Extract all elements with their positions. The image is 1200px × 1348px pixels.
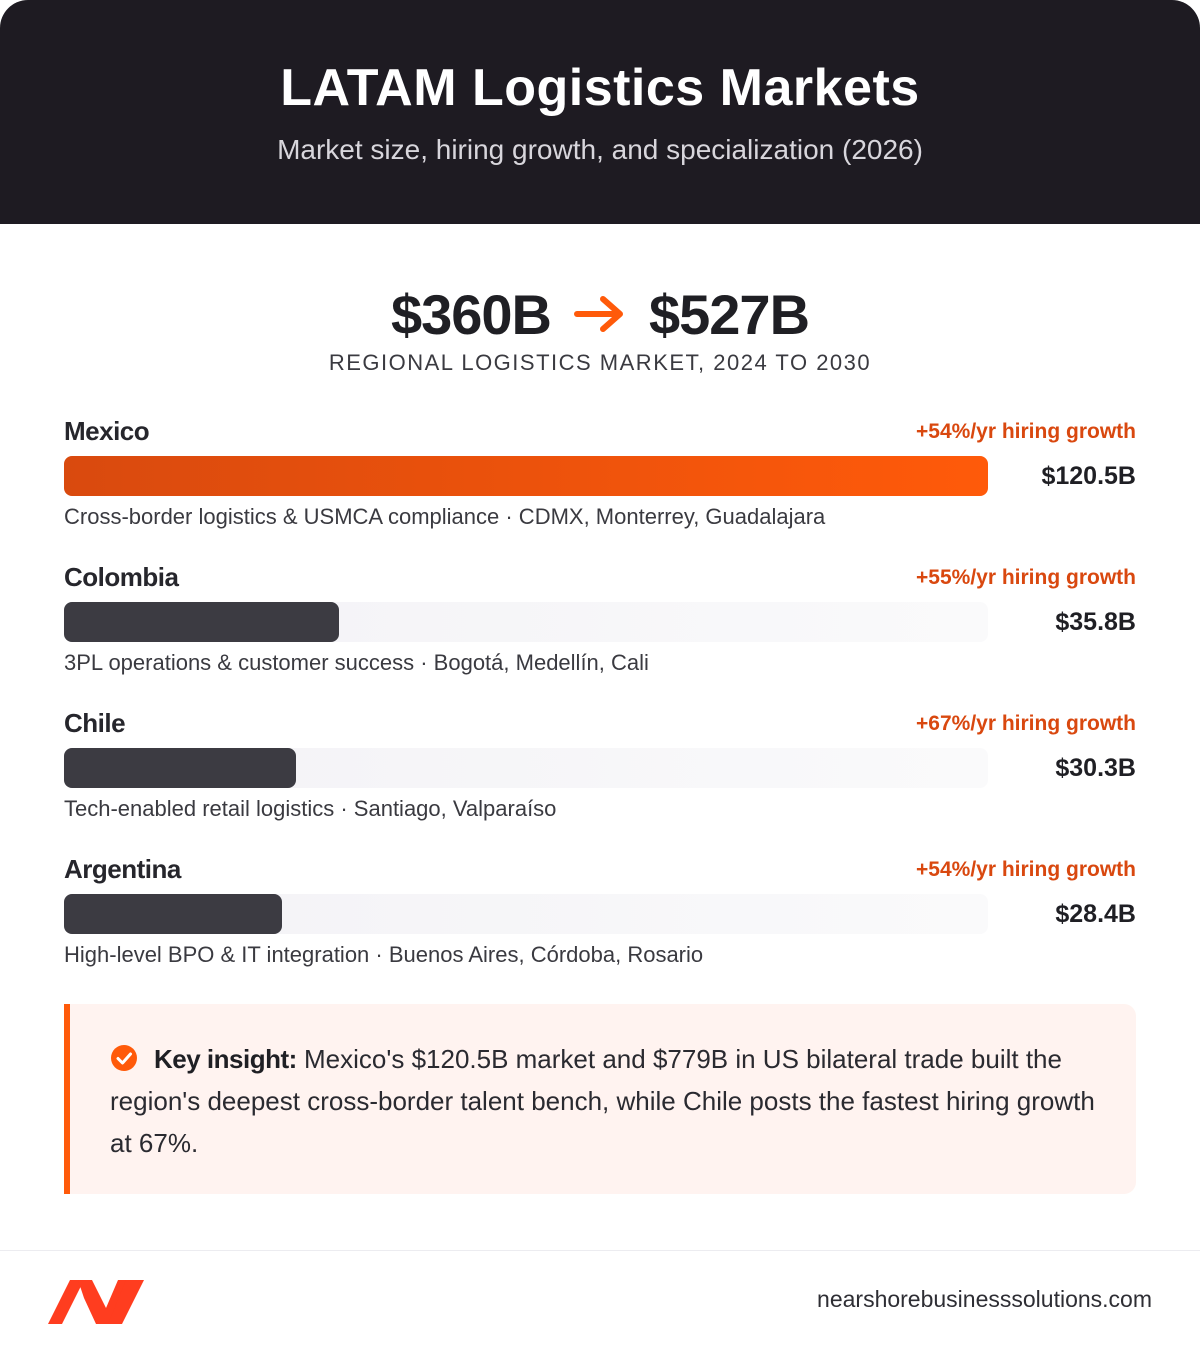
country-name: Argentina (64, 854, 181, 884)
bar-value-label: $35.8B (1055, 608, 1136, 636)
page-subtitle: Market size, hiring growth, and speciali… (277, 134, 923, 165)
hiring-growth-label: +55%/yr hiring growth (916, 566, 1136, 589)
country-row: Mexico +54%/yr hiring growth $120.5B Cross-… (64, 416, 1136, 540)
footer-url: nearshorebusinesssolutions.com (817, 1286, 1152, 1312)
country-row: Argentina +54%/yr hiring growth $28.4B High… (64, 854, 1136, 978)
bar-track (64, 748, 988, 788)
footer-divider (0, 1250, 1200, 1251)
country-name: Chile (64, 708, 126, 738)
country-name: Colombia (64, 562, 179, 592)
bar-track (64, 456, 988, 496)
country-description: High-level BPO & IT integration · Buenos… (64, 942, 704, 967)
check-circle-icon (111, 1045, 137, 1071)
bar-value-label: $30.3B (1055, 754, 1136, 782)
page-title: LATAM Logistics Markets (280, 59, 920, 117)
country-name: Mexico (64, 416, 150, 446)
nearshore-logo-icon (48, 1280, 144, 1324)
country-row: Colombia +55%/yr hiring growth $35.8B 3PL o… (64, 562, 1136, 686)
bar-value-label: $28.4B (1055, 900, 1136, 928)
hero-caption: REGIONAL LOGISTICS MARKET, 2024 TO 2030 (328, 350, 872, 375)
bar-value-label: $120.5B (1041, 462, 1136, 490)
country-description: Tech-enabled retail logistics · Santiago… (64, 796, 557, 821)
key-insight-callout: Key insight: Mexico's $120.5B market and… (64, 1004, 1136, 1194)
hero-market-range: $360B $527B (0, 282, 1200, 346)
header: LATAM Logistics Markets Market size, hir… (0, 0, 1200, 224)
country-description: Cross-border logistics & USMCA complianc… (64, 504, 826, 529)
hiring-growth-label: +54%/yr hiring growth (916, 858, 1136, 881)
insight-text: Mexico's $120.5B market and $779B in US … (110, 1044, 1095, 1158)
bar (64, 748, 296, 788)
bar (64, 456, 988, 496)
bar (64, 602, 339, 642)
bar (64, 894, 282, 934)
arrow-right-icon (574, 296, 623, 332)
country-row: Chile +67%/yr hiring growth $30.3B Tech-ena… (64, 708, 1136, 832)
hero-to-value: $527B (649, 282, 810, 346)
bar-track (64, 894, 988, 934)
hiring-growth-label: +67%/yr hiring growth (916, 712, 1136, 735)
insight-label: Key insight: (154, 1044, 297, 1074)
hiring-growth-label: +54%/yr hiring growth (916, 420, 1136, 443)
bar-track (64, 602, 988, 642)
hero-from-value: $360B (390, 282, 552, 346)
country-description: 3PL operations & customer success · Bogo… (64, 650, 649, 675)
